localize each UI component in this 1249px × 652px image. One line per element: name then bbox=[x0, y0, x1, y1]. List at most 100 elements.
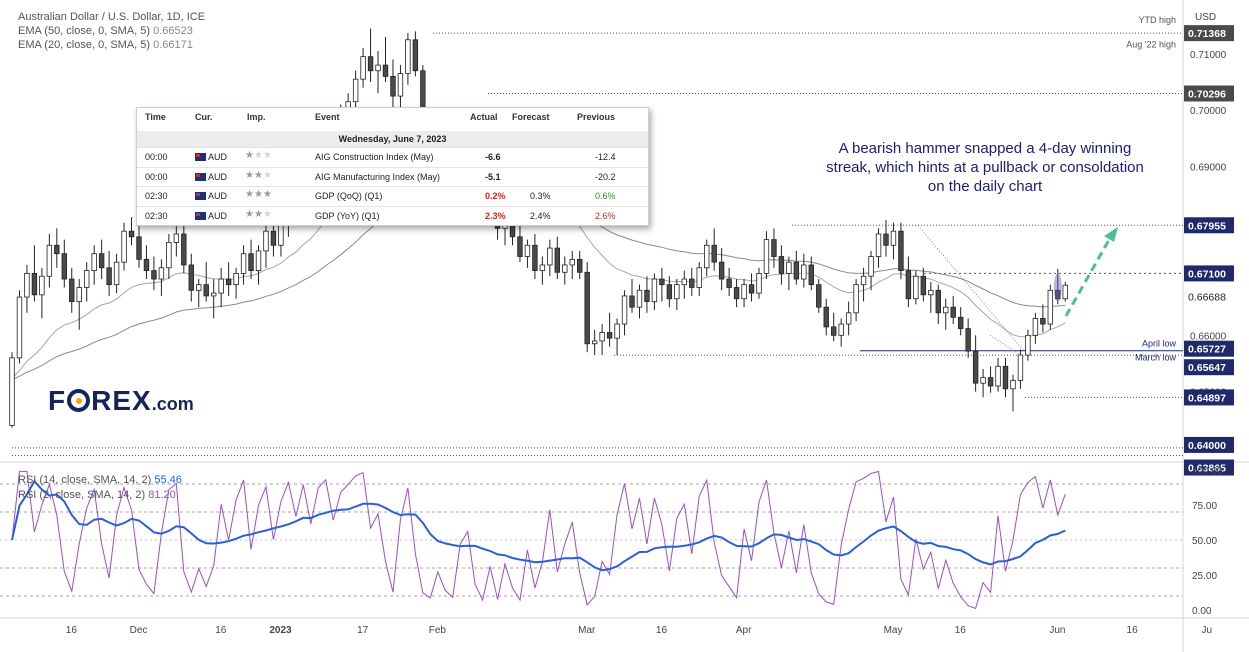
price-label-box bbox=[1184, 340, 1234, 357]
candle-body bbox=[591, 340, 598, 345]
importance-star-icon: ★ bbox=[262, 208, 272, 220]
hammer-highlight bbox=[1053, 273, 1062, 302]
candle-body bbox=[98, 253, 105, 269]
rsi2-line bbox=[11, 470, 1066, 610]
candle-body bbox=[614, 323, 620, 339]
price-label-text: 0.64897 bbox=[1188, 392, 1226, 404]
candle-body bbox=[270, 230, 277, 246]
australia-flag-icon bbox=[195, 211, 206, 220]
candle-body bbox=[644, 289, 650, 302]
price-tick-label: 0.71000 bbox=[1190, 50, 1227, 61]
header-actual: Actual bbox=[470, 112, 498, 122]
rsi-legend: RSI (14, close, SMA, 14, 2) 55.46 RSI (2… bbox=[18, 473, 182, 503]
candle-body bbox=[883, 233, 889, 246]
candle-body bbox=[106, 267, 112, 286]
candle-body bbox=[689, 278, 695, 288]
candle-body bbox=[621, 295, 628, 325]
currency-code: AUD bbox=[208, 191, 228, 201]
event-actual: 2.3% bbox=[485, 210, 506, 221]
rsi14-value: 55.46 bbox=[154, 474, 182, 486]
candle-body bbox=[240, 253, 247, 274]
importance-star-icon: ★ bbox=[245, 208, 254, 220]
candle-body bbox=[24, 273, 30, 298]
calendar-row-divider bbox=[137, 147, 648, 148]
price-label-box bbox=[1184, 25, 1234, 42]
australia-flag-icon bbox=[195, 172, 206, 181]
candle-body bbox=[263, 230, 269, 252]
event-time: 02:30 bbox=[145, 210, 168, 221]
candle-body bbox=[905, 270, 912, 300]
event-forecast: 2.4% bbox=[530, 210, 551, 221]
trend-line-upper bbox=[917, 225, 1025, 352]
price-label-text: 0.63865 bbox=[1188, 463, 1226, 475]
candle-body bbox=[9, 357, 15, 426]
rsi2-value: 81.20 bbox=[148, 489, 176, 501]
event-currency: AUD bbox=[195, 172, 227, 182]
candle-body bbox=[629, 295, 635, 308]
projection-arrow-line bbox=[1064, 237, 1112, 317]
importance-stars: ★★★ bbox=[245, 209, 272, 220]
calendar-row-divider bbox=[137, 186, 648, 187]
australia-flag-icon bbox=[195, 153, 206, 161]
header-currency: Cur. bbox=[195, 112, 213, 122]
trend-line-lower bbox=[989, 334, 1026, 359]
candle-body bbox=[748, 284, 755, 294]
event-time: 02:30 bbox=[145, 191, 168, 201]
candle-body bbox=[69, 278, 75, 302]
candle-body bbox=[255, 250, 262, 271]
candle-body bbox=[920, 275, 927, 296]
candle-body bbox=[711, 244, 717, 263]
candle-body bbox=[793, 261, 800, 280]
candle-body bbox=[957, 316, 964, 329]
time-tick-label: 16 bbox=[656, 625, 668, 636]
calendar-row: 00:00 AUD ★★★ AIG Construction Index (May)… bbox=[137, 148, 648, 167]
candle-body bbox=[733, 287, 740, 300]
price-label-box bbox=[1184, 389, 1234, 406]
candle-body bbox=[651, 278, 658, 302]
candle-body bbox=[91, 253, 97, 271]
ema50-value: 0.66523 bbox=[153, 25, 193, 37]
candle-body bbox=[704, 244, 710, 269]
candle-body bbox=[584, 271, 590, 345]
header-previous: Previous bbox=[577, 112, 616, 122]
candle-body bbox=[405, 39, 411, 74]
rsi2-label: RSI (2, close, SMA, 14, 2) bbox=[18, 489, 146, 501]
candle-body bbox=[113, 261, 120, 286]
candle-body bbox=[39, 275, 45, 296]
candle-body bbox=[995, 365, 1001, 387]
importance-star-icon: ★ bbox=[245, 189, 254, 200]
candle-body bbox=[980, 377, 986, 384]
calendar-row: 00:00 AUD ★★★ AIG Manufacturing Index (May… bbox=[137, 168, 648, 187]
price-label-text: 0.66688 bbox=[1188, 292, 1226, 304]
candle-body bbox=[158, 267, 165, 280]
candle-body bbox=[352, 78, 359, 103]
rsi14-line bbox=[11, 479, 1066, 572]
importance-stars: ★★★ bbox=[245, 150, 272, 161]
candle-body bbox=[943, 306, 949, 314]
candle-body bbox=[532, 244, 538, 271]
calendar-row: 02:30 AUD ★★★ GDP (QoQ) (Q1) 0.2% 0.3% 0.6% bbox=[137, 187, 648, 206]
candle-body bbox=[517, 236, 523, 257]
candle-body bbox=[248, 253, 254, 271]
time-tick-label: 16 bbox=[66, 625, 78, 636]
australia-flag-icon bbox=[195, 192, 206, 200]
calendar-header-row: Time Cur. Imp. Event Actual Forecast Pre… bbox=[137, 108, 648, 127]
rsi-tick-label: 25.00 bbox=[1192, 571, 1217, 582]
price-label-text: 0.71368 bbox=[1188, 28, 1226, 40]
candle-body bbox=[868, 256, 874, 277]
candle-body bbox=[659, 278, 665, 286]
candle-body bbox=[412, 39, 419, 72]
currency-code: AUD bbox=[208, 152, 228, 162]
time-tick-label: 2023 bbox=[269, 625, 292, 636]
candle-body bbox=[928, 289, 934, 296]
candle-body bbox=[845, 312, 852, 325]
candle-body bbox=[1025, 334, 1031, 356]
time-tick-label: Dec bbox=[130, 625, 148, 636]
logo-suffix: .com bbox=[151, 394, 194, 414]
candle-body bbox=[681, 278, 687, 286]
candle-body bbox=[1062, 284, 1068, 300]
header-event: Event bbox=[315, 112, 340, 122]
candle-body bbox=[666, 284, 673, 300]
price-label-box bbox=[1184, 359, 1234, 376]
chart-title: Australian Dollar / U.S. Dollar, 1D, ICE bbox=[18, 11, 206, 23]
